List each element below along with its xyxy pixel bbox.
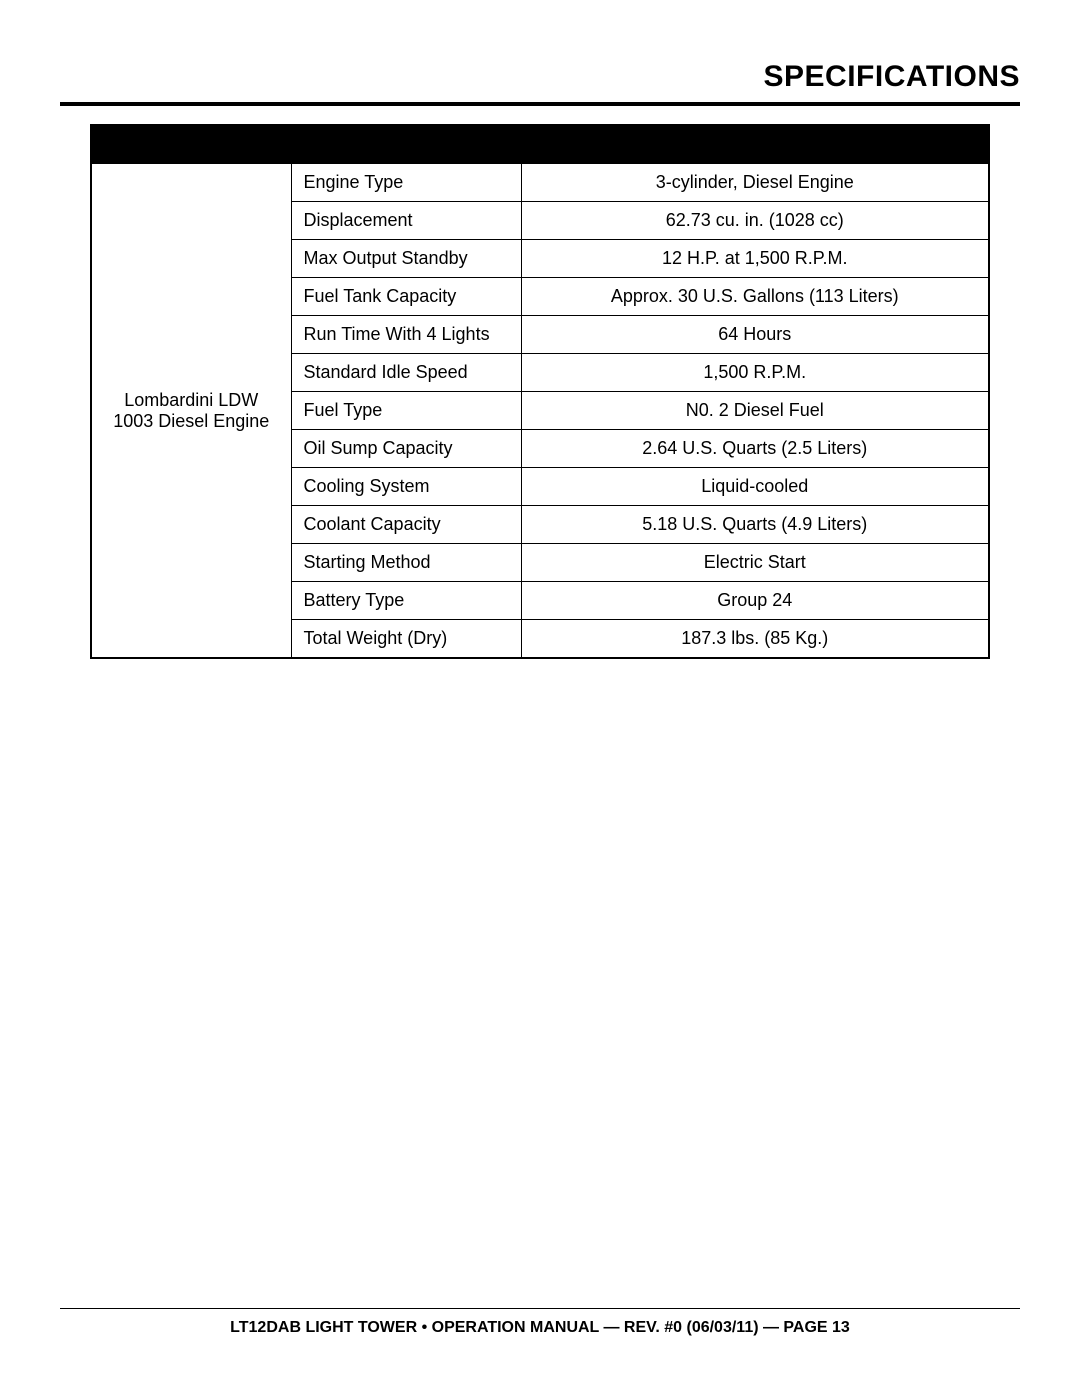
spec-value: Electric Start <box>521 544 989 582</box>
spec-value: 2.64 U.S. Quarts (2.5 Liters) <box>521 430 989 468</box>
footer-rule <box>60 1308 1020 1309</box>
engine-name-cell: Lombardini LDW 1003 Diesel Engine <box>91 164 291 659</box>
spec-value: Approx. 30 U.S. Gallons (113 Liters) <box>521 278 989 316</box>
spec-value: 3-cylinder, Diesel Engine <box>521 164 989 202</box>
spec-value: 187.3 lbs. (85 Kg.) <box>521 620 989 659</box>
spec-value: 5.18 U.S. Quarts (4.9 Liters) <box>521 506 989 544</box>
spec-label: Battery Type <box>291 582 521 620</box>
spec-label: Displacement <box>291 202 521 240</box>
spec-value: Group 24 <box>521 582 989 620</box>
spec-label: Cooling System <box>291 468 521 506</box>
spec-value: 12 H.P. at 1,500 R.P.M. <box>521 240 989 278</box>
spec-label: Fuel Tank Capacity <box>291 278 521 316</box>
page-title: SPECIFICATIONS <box>60 60 1020 94</box>
spec-label: Standard Idle Speed <box>291 354 521 392</box>
spec-value: 1,500 R.P.M. <box>521 354 989 392</box>
spec-label: Fuel Type <box>291 392 521 430</box>
spec-label: Max Output Standby <box>291 240 521 278</box>
spec-value: N0. 2 Diesel Fuel <box>521 392 989 430</box>
spec-label: Total Weight (Dry) <box>291 620 521 659</box>
engine-spec-table: Table 2. Engine Specifications Lombardin… <box>90 124 990 659</box>
spec-label: Engine Type <box>291 164 521 202</box>
spec-label: Coolant Capacity <box>291 506 521 544</box>
spec-value: 64 Hours <box>521 316 989 354</box>
spec-label: Starting Method <box>291 544 521 582</box>
page-footer: LT12DAB LIGHT TOWER • OPERATION MANUAL —… <box>60 1308 1020 1337</box>
table-caption: Table 2. Engine Specifications <box>91 125 989 164</box>
spec-label: Run Time With 4 Lights <box>291 316 521 354</box>
spec-value: Liquid-cooled <box>521 468 989 506</box>
title-rule <box>60 102 1020 106</box>
footer-text: LT12DAB LIGHT TOWER • OPERATION MANUAL —… <box>60 1319 1020 1337</box>
table-row: Lombardini LDW 1003 Diesel EngineEngine … <box>91 164 989 202</box>
spec-value: 62.73 cu. in. (1028 cc) <box>521 202 989 240</box>
spec-label: Oil Sump Capacity <box>291 430 521 468</box>
